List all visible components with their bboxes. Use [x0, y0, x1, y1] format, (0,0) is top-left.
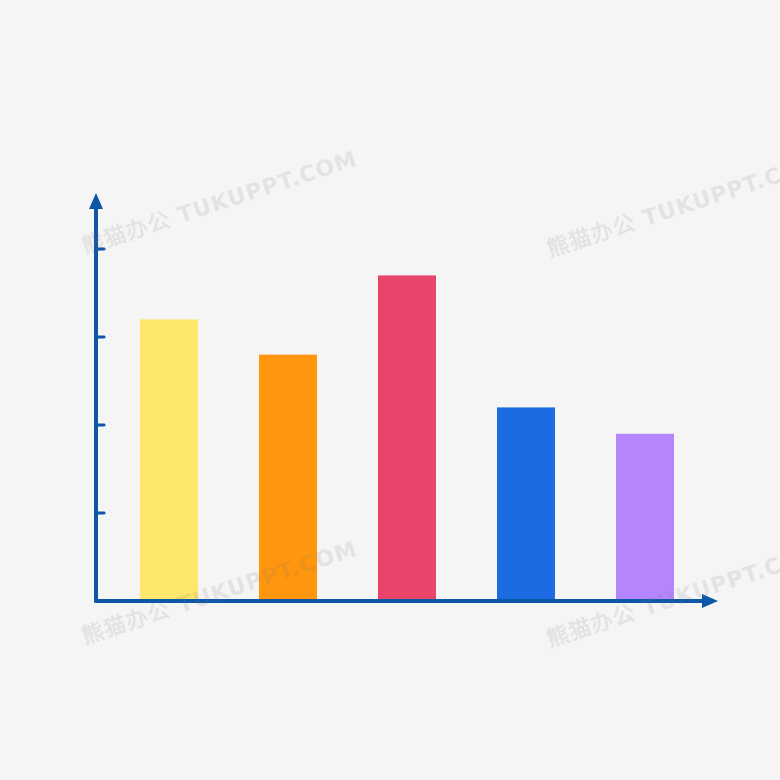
bar	[378, 275, 436, 601]
bar	[259, 354, 317, 601]
bar	[616, 433, 674, 601]
bar	[497, 407, 555, 601]
x-axis-arrow-icon	[702, 594, 718, 608]
bars-group	[140, 275, 674, 601]
bar	[140, 319, 198, 601]
axes-group	[89, 193, 718, 608]
y-axis-arrow-icon	[89, 193, 103, 209]
